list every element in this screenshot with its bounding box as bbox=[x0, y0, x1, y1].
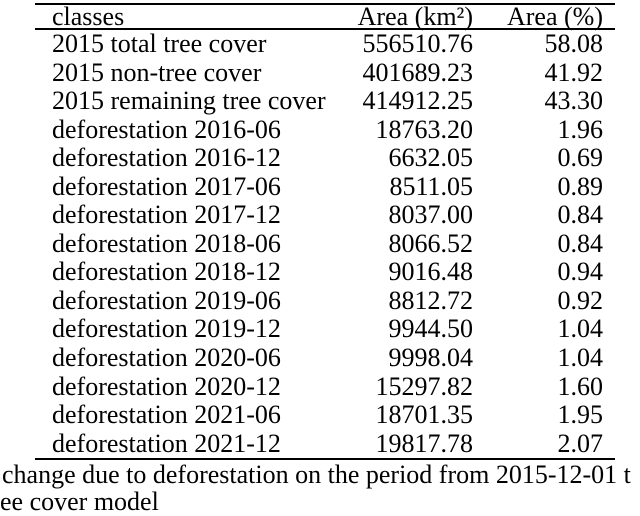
area-pct-cell: 0.84 bbox=[557, 200, 604, 230]
area-pct-cell: 0.84 bbox=[557, 228, 604, 258]
class-cell: deforestation 2019-12 bbox=[52, 314, 281, 344]
area-km2-cell: 414912.25 bbox=[362, 86, 474, 116]
caption-line-2: ee cover model bbox=[0, 487, 159, 516]
area-km2-cell: 18701.35 bbox=[375, 400, 474, 430]
area-km2-cell: 8037.00 bbox=[388, 200, 474, 230]
area-km2-cell: 8511.05 bbox=[389, 171, 473, 201]
area-km2-cell: 9944.50 bbox=[388, 314, 474, 344]
area-km2-cell: 19817.78 bbox=[375, 428, 474, 458]
header-area-km2: Area (km²) bbox=[357, 2, 473, 31]
area-pct-cell: 43.30 bbox=[544, 86, 604, 116]
area-km2-cell: 8812.72 bbox=[388, 285, 474, 315]
class-cell: deforestation 2016-06 bbox=[52, 114, 281, 144]
table-header-row: classes Area (km²) Area (%) bbox=[35, 2, 615, 31]
area-pct-cell: 1.04 bbox=[557, 314, 604, 344]
area-km2-cell: 9016.48 bbox=[388, 257, 474, 287]
area-km2-cell: 6632.05 bbox=[388, 143, 474, 173]
class-cell: 2015 remaining tree cover bbox=[52, 86, 326, 116]
table-row: deforestation 2017-12 8037.00 0.84 bbox=[35, 201, 615, 230]
area-pct-cell: 0.94 bbox=[557, 257, 604, 287]
area-km2-cell: 556510.76 bbox=[362, 29, 474, 58]
class-cell: deforestation 2018-12 bbox=[52, 257, 281, 287]
area-km2-cell: 9998.04 bbox=[388, 343, 474, 373]
table-row: deforestation 2019-06 8812.72 0.92 bbox=[35, 285, 615, 316]
table-row: deforestation 2021-06 18701.35 1.95 bbox=[35, 401, 615, 430]
area-pct-cell: 1.60 bbox=[557, 371, 604, 401]
table-row: deforestation 2020-12 15297.82 1.60 bbox=[35, 371, 615, 402]
table-header-rule bbox=[35, 28, 615, 30]
area-km2-cell: 18763.20 bbox=[375, 114, 474, 144]
table-caption: change due to deforestation on the perio… bbox=[0, 460, 640, 516]
area-km2-cell: 401689.23 bbox=[362, 57, 474, 87]
area-pct-cell: 0.89 bbox=[557, 171, 604, 201]
area-pct-cell: 1.95 bbox=[557, 400, 604, 430]
area-pct-cell: 41.92 bbox=[544, 57, 604, 87]
deforestation-area-table: classes Area (km²) Area (%) 2015 total t… bbox=[35, 2, 615, 461]
header-classes: classes bbox=[52, 2, 125, 31]
class-cell: deforestation 2021-06 bbox=[52, 400, 281, 430]
area-pct-cell: 1.96 bbox=[557, 114, 604, 144]
table-row: 2015 total tree cover 556510.76 58.08 bbox=[35, 29, 615, 59]
area-pct-cell: 1.04 bbox=[557, 343, 604, 373]
caption-line-1: change due to deforestation on the perio… bbox=[2, 460, 631, 489]
table-top-rule bbox=[35, 3, 615, 5]
class-cell: deforestation 2018-06 bbox=[52, 228, 281, 258]
table-row: 2015 non-tree cover 401689.23 41.92 bbox=[35, 57, 615, 88]
class-cell: deforestation 2017-12 bbox=[52, 200, 281, 230]
table-bottom-rule bbox=[35, 458, 615, 461]
class-cell: deforestation 2020-06 bbox=[52, 343, 281, 373]
table-row: deforestation 2019-12 9944.50 1.04 bbox=[35, 315, 615, 344]
header-area-pct: Area (%) bbox=[507, 2, 603, 31]
class-cell: 2015 non-tree cover bbox=[52, 57, 262, 87]
class-cell: 2015 total tree cover bbox=[52, 29, 267, 58]
table-row: deforestation 2020-06 9998.04 1.04 bbox=[35, 343, 615, 373]
table-row: deforestation 2017-06 8511.05 0.89 bbox=[35, 171, 615, 202]
class-cell: deforestation 2017-06 bbox=[52, 171, 281, 201]
class-cell: deforestation 2016-12 bbox=[52, 143, 281, 173]
class-cell: deforestation 2019-06 bbox=[52, 285, 281, 315]
area-pct-cell: 2.07 bbox=[557, 428, 604, 458]
table-row: 2015 remaining tree cover 414912.25 43.3… bbox=[35, 87, 615, 116]
area-pct-cell: 0.92 bbox=[557, 285, 604, 315]
class-cell: deforestation 2021-12 bbox=[52, 428, 281, 458]
area-pct-cell: 0.69 bbox=[557, 143, 604, 173]
area-pct-cell: 58.08 bbox=[544, 29, 604, 58]
table-row: deforestation 2021-12 19817.78 2.07 bbox=[35, 428, 615, 459]
table-row: deforestation 2018-12 9016.48 0.94 bbox=[35, 258, 615, 287]
area-km2-cell: 15297.82 bbox=[375, 371, 474, 401]
area-km2-cell: 8066.52 bbox=[388, 228, 474, 258]
table-row: deforestation 2016-06 18763.20 1.96 bbox=[35, 114, 615, 145]
class-cell: deforestation 2020-12 bbox=[52, 371, 281, 401]
table-row: deforestation 2018-06 8066.52 0.84 bbox=[35, 228, 615, 259]
table-row: deforestation 2016-12 6632.05 0.69 bbox=[35, 144, 615, 173]
